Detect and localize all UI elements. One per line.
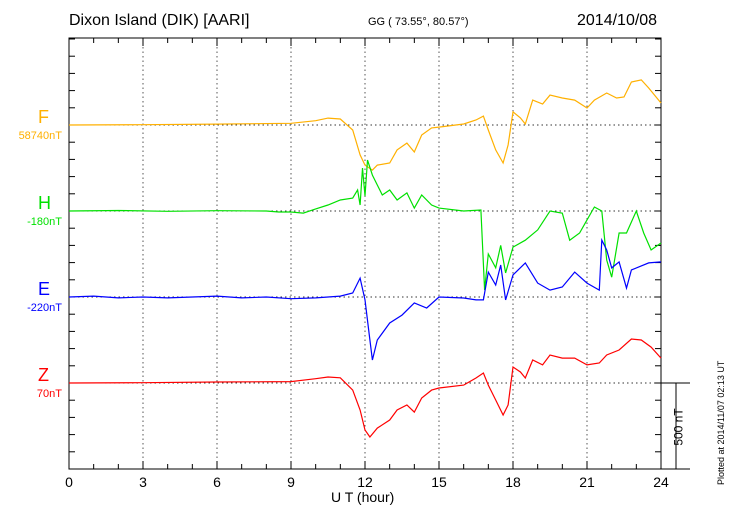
x-tick-label: 3 [139, 474, 147, 490]
series-baseline-e: -220nT [27, 302, 62, 314]
x-axis-label: U T (hour) [331, 489, 395, 505]
x-tick-label: 15 [431, 474, 447, 490]
date: 2014/10/08 [577, 12, 658, 29]
series-line-z [68, 338, 662, 438]
x-tick-label: 24 [653, 474, 669, 490]
x-tick-label: 21 [579, 474, 595, 490]
series-name-z: Z [38, 365, 49, 385]
station-title: Dixon Island (DIK) [AARI] [69, 12, 250, 29]
series-name-e: E [38, 279, 51, 299]
x-tick-label: 0 [65, 474, 73, 490]
series-baseline-z: 70nT [36, 388, 62, 400]
series-baseline-h: -180nT [27, 216, 62, 228]
x-tick-label: 18 [505, 474, 521, 490]
plot-frame [68, 37, 662, 470]
series-name-h: H [38, 193, 51, 213]
x-tick-label: 9 [287, 474, 295, 490]
series-name-f: F [38, 107, 49, 127]
series-line-f [68, 79, 662, 171]
series-line-e [68, 237, 662, 361]
x-tick-label: 6 [213, 474, 221, 490]
series-line-h [68, 159, 662, 291]
series-baseline-f: 58740nT [18, 130, 62, 142]
x-tick-label: 12 [357, 474, 373, 490]
coordinates: GG ( 73.55°, 80.57°) [368, 16, 469, 28]
